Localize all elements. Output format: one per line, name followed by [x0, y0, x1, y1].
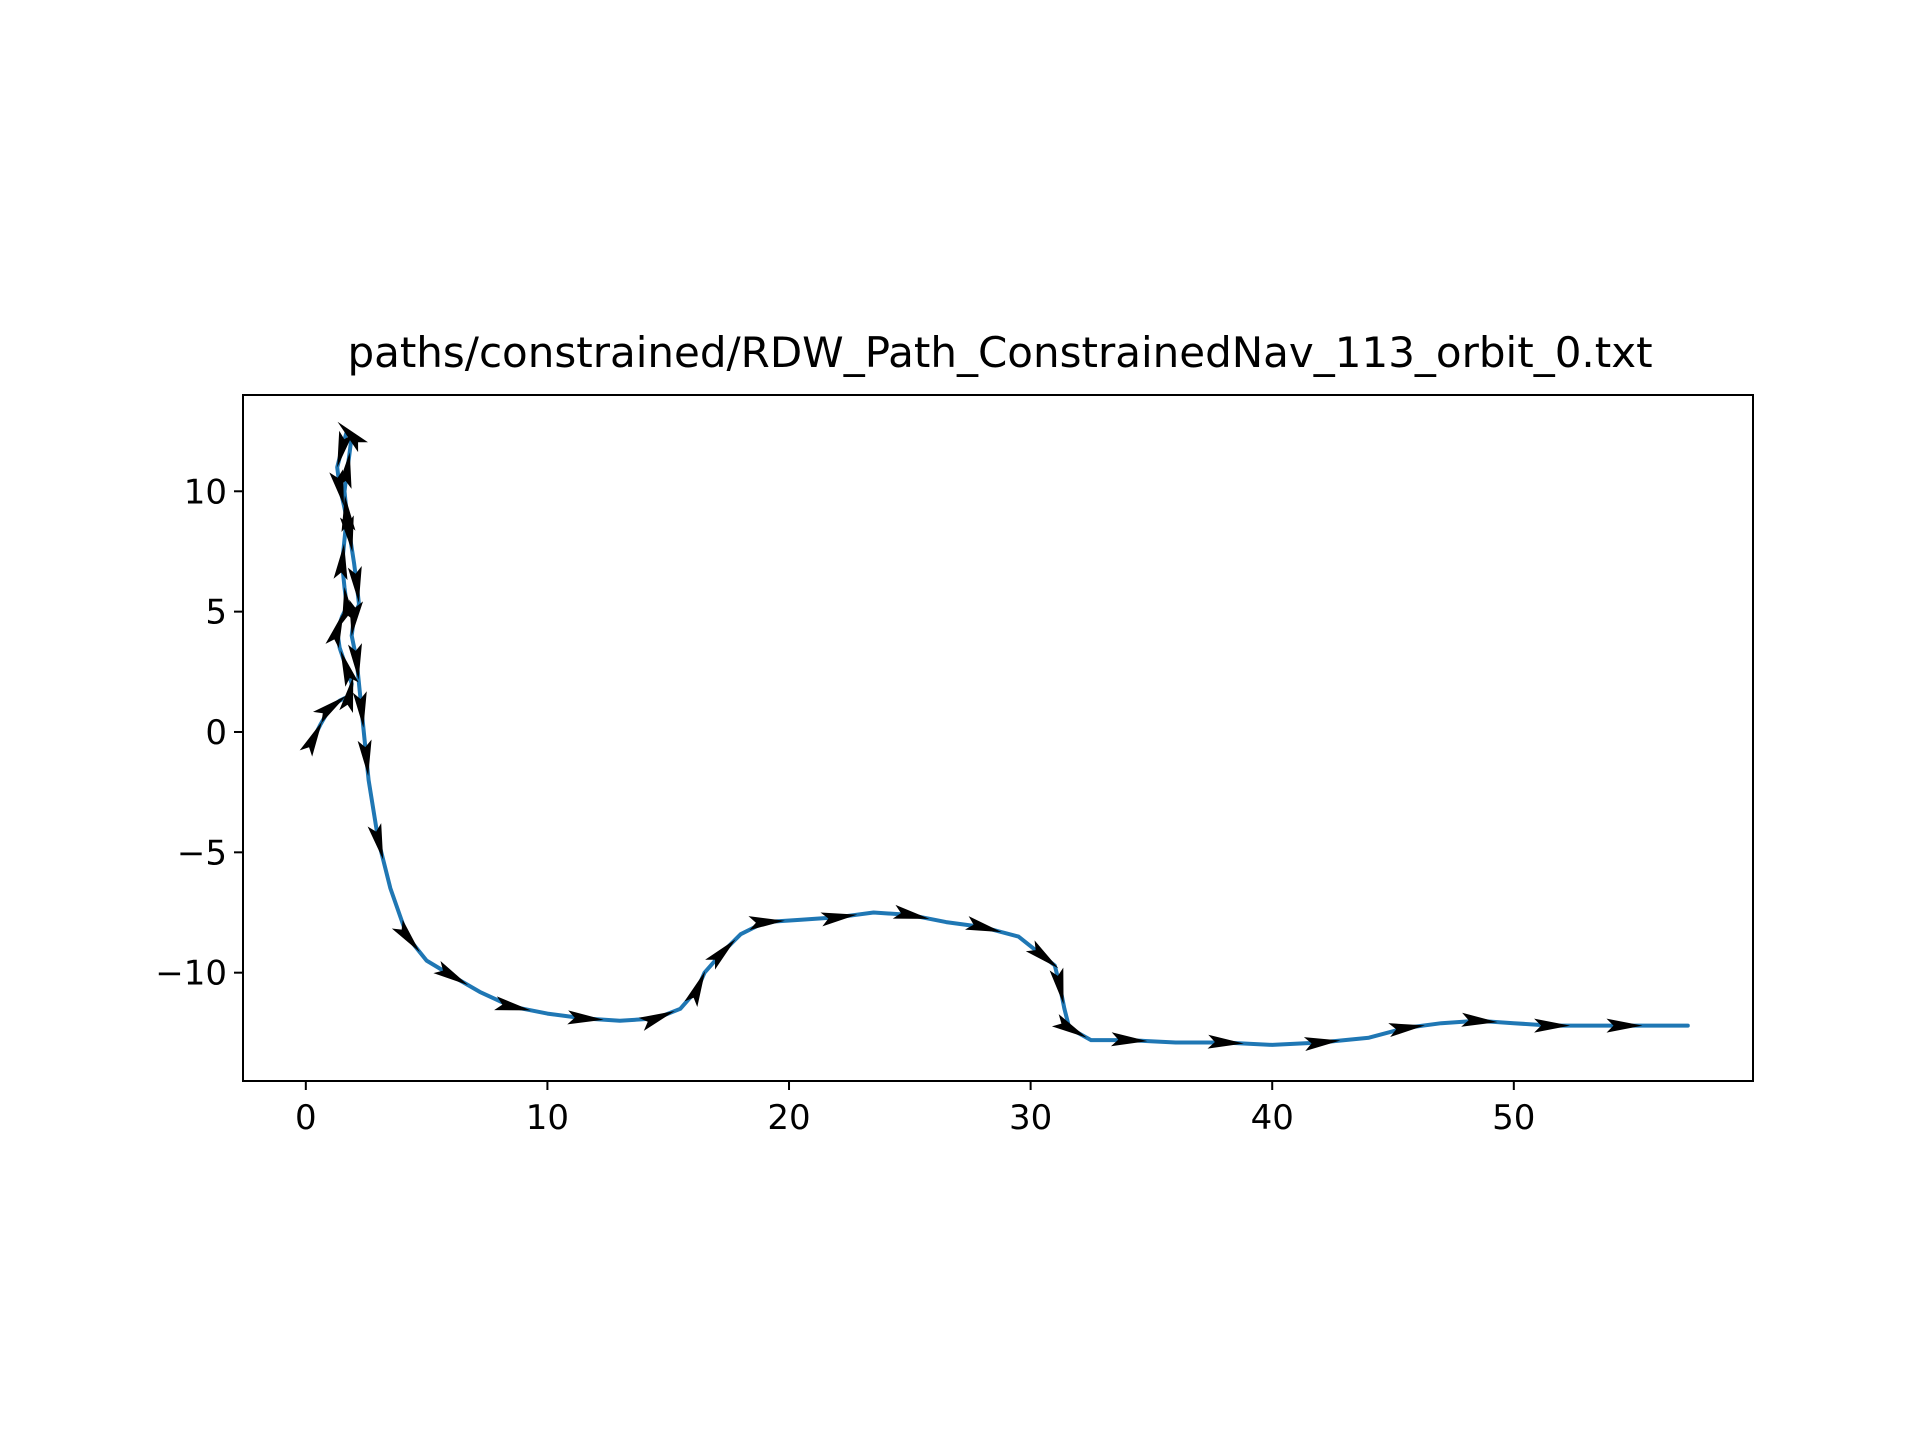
direction-arrow [349, 599, 364, 637]
direction-arrow [347, 566, 362, 603]
x-tick-label: 0 [295, 1098, 317, 1138]
direction-arrow [312, 695, 347, 724]
x-tick-label: 30 [1009, 1098, 1052, 1138]
direction-arrow [339, 515, 354, 552]
direction-arrows [299, 421, 1643, 1052]
direction-arrow [892, 904, 930, 919]
direction-arrow [337, 421, 368, 453]
direction-arrow [494, 996, 531, 1011]
axes-frame [242, 394, 1754, 1082]
x-axis: 0 10 20 30 40 50 [295, 1081, 1535, 1138]
direction-arrow [1207, 1034, 1244, 1049]
direction-arrow [1303, 1037, 1341, 1052]
direction-arrow [1110, 1032, 1148, 1047]
direction-arrow [1025, 940, 1059, 969]
direction-arrow [1049, 967, 1064, 1005]
direction-arrow [391, 919, 420, 953]
direction-arrow [325, 611, 344, 649]
direction-arrow [965, 916, 1002, 933]
y-tick-label: 5 [205, 593, 227, 633]
direction-arrow [367, 823, 384, 860]
direction-arrow [339, 676, 354, 713]
chart-title: paths/constrained/RDW_Path_ConstrainedNa… [347, 328, 1652, 377]
direction-arrow [1534, 1018, 1571, 1033]
direction-arrow [684, 971, 706, 1007]
direction-arrow [329, 469, 344, 507]
y-tick-label: 10 [184, 472, 227, 512]
direction-arrow [705, 939, 736, 970]
direction-arrow [352, 691, 367, 728]
x-tick-label: 20 [767, 1098, 810, 1138]
y-tick-label: 0 [205, 713, 227, 753]
direction-arrow [337, 430, 353, 468]
direction-arrow [340, 650, 359, 687]
x-tick-label: 10 [526, 1098, 569, 1138]
direction-arrow [299, 721, 323, 757]
direction-arrow [638, 1011, 675, 1031]
x-tick-label: 50 [1492, 1098, 1535, 1138]
direction-arrow [567, 1010, 604, 1025]
y-tick-label: −5 [177, 833, 227, 873]
direction-arrow [333, 543, 348, 581]
direction-arrow [433, 961, 469, 986]
direction-arrow [1606, 1018, 1643, 1033]
x-tick-label: 40 [1251, 1098, 1294, 1138]
y-axis: −10 −5 0 5 10 [155, 472, 243, 994]
direction-arrow [1051, 1014, 1087, 1038]
direction-arrow [1388, 1023, 1425, 1038]
direction-arrow [820, 912, 858, 927]
direction-arrow [748, 916, 785, 931]
direction-arrow [348, 643, 362, 680]
y-tick-label: −10 [155, 954, 227, 994]
direction-arrow [1461, 1012, 1498, 1027]
direction-arrow [357, 739, 372, 777]
